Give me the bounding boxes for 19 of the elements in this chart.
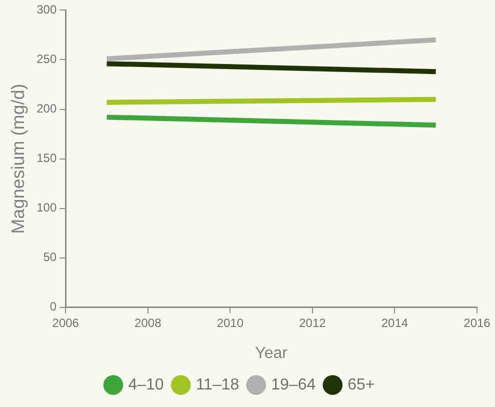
x-axis-title: Year — [255, 344, 288, 362]
y-tick-label: 250 — [36, 52, 57, 66]
legend-label: 19–64 — [271, 376, 316, 394]
legend-label: 4–10 — [128, 376, 164, 394]
x-tick-label: 2012 — [299, 316, 326, 330]
y-tick-label: 50 — [43, 250, 57, 264]
x-tick-label: 2016 — [464, 316, 491, 330]
y-tick-label: 100 — [36, 200, 57, 215]
x-tick-label: 2008 — [134, 316, 162, 330]
x-tick-label: 2006 — [52, 316, 80, 330]
y-tick-label: 300 — [36, 2, 57, 17]
x-tick-label: 2010 — [216, 316, 244, 330]
y-axis-title: Magnesium (mg/d) — [8, 84, 28, 234]
x-tick-label: 2014 — [381, 316, 408, 330]
y-tick-label: 150 — [36, 151, 57, 166]
y-tick-label: 0 — [50, 300, 57, 314]
legend-label: 11–18 — [196, 376, 240, 394]
y-tick-label: 200 — [36, 102, 57, 116]
legend-label: 65+ — [348, 376, 375, 394]
